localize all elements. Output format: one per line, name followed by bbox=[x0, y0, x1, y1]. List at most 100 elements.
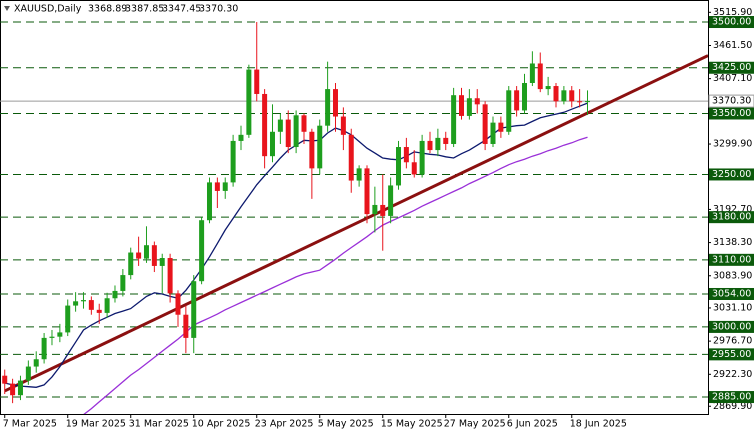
candle-body bbox=[553, 86, 559, 102]
candle-body bbox=[522, 82, 528, 111]
candle-body bbox=[238, 134, 244, 141]
level-label: 2955.00 bbox=[712, 349, 751, 360]
candle-body bbox=[41, 337, 47, 360]
candle-body bbox=[25, 366, 31, 381]
y-tick-label: 3192.70 bbox=[713, 204, 752, 215]
x-tick-label: 6 Jun 2025 bbox=[507, 419, 558, 430]
header-open: 3368.89 bbox=[88, 4, 127, 15]
candle-body bbox=[262, 93, 268, 157]
plot-area bbox=[0, 21, 708, 414]
y-tick-label: 3138.30 bbox=[713, 237, 752, 248]
header-low: 3347.45 bbox=[162, 4, 201, 15]
level-tag bbox=[709, 391, 754, 404]
candle-body bbox=[474, 98, 480, 105]
plot-frame bbox=[0, 0, 709, 415]
candle-body bbox=[577, 101, 583, 103]
candle-body bbox=[191, 281, 197, 338]
x-tick-label: 5 May 2025 bbox=[318, 419, 374, 430]
candle-body bbox=[364, 168, 370, 215]
level-tag bbox=[709, 348, 754, 361]
level-tag bbox=[709, 107, 754, 120]
candle-body bbox=[128, 252, 134, 276]
candle-body bbox=[585, 101, 591, 103]
candle-body bbox=[285, 119, 291, 148]
candle-body bbox=[569, 90, 575, 102]
moving-average bbox=[83, 136, 588, 414]
candle-body bbox=[403, 147, 409, 163]
candle-body bbox=[175, 293, 181, 315]
x-tick-label: 7 Mar 2025 bbox=[3, 419, 57, 430]
level-tag bbox=[709, 320, 754, 333]
y-tick-label: 3299.90 bbox=[713, 139, 752, 150]
candle-body bbox=[88, 300, 94, 310]
candle-body bbox=[120, 275, 126, 291]
candle-body bbox=[380, 204, 386, 216]
candle-body bbox=[2, 375, 8, 384]
header-icon bbox=[4, 6, 10, 11]
candle-body bbox=[199, 220, 205, 282]
candle-body bbox=[356, 168, 362, 181]
candle-body bbox=[246, 69, 252, 135]
level-tag bbox=[709, 287, 754, 300]
candle-body bbox=[309, 131, 315, 169]
candle-body bbox=[458, 95, 464, 116]
x-tick-label: 27 May 2025 bbox=[444, 419, 506, 430]
candle-body bbox=[561, 90, 567, 102]
level-label: 3250.00 bbox=[712, 169, 751, 180]
candle-body bbox=[104, 298, 110, 313]
current-price-tag bbox=[708, 94, 754, 108]
y-tick-label: 3083.90 bbox=[713, 270, 752, 281]
level-label: 3000.00 bbox=[712, 321, 751, 332]
candle-body bbox=[277, 119, 283, 132]
candle-body bbox=[545, 86, 551, 90]
candle-body bbox=[490, 122, 496, 144]
candle-body bbox=[33, 359, 39, 367]
candle-body bbox=[498, 122, 504, 132]
header-high: 3387.85 bbox=[125, 4, 164, 15]
level-tag bbox=[709, 168, 754, 181]
candle-body bbox=[388, 185, 394, 216]
candle-body bbox=[151, 245, 157, 266]
header-close: 3370.30 bbox=[199, 4, 238, 15]
y-tick-label: 3515.90 bbox=[713, 7, 752, 18]
candle-body bbox=[80, 300, 86, 302]
candle-body bbox=[340, 116, 346, 135]
candle-body bbox=[10, 383, 16, 396]
symbol: XAUUSD,Daily bbox=[14, 4, 82, 15]
x-tick-label: 31 Mar 2025 bbox=[129, 419, 189, 430]
candle-body bbox=[372, 204, 378, 215]
candle-body bbox=[96, 309, 102, 313]
candle-body bbox=[395, 147, 401, 186]
level-label: 2885.00 bbox=[712, 392, 751, 403]
candle-body bbox=[506, 90, 512, 132]
candle-body bbox=[230, 140, 236, 183]
candle-body bbox=[183, 314, 189, 338]
candle-body bbox=[435, 137, 441, 151]
candle-body bbox=[529, 63, 535, 83]
candle-body bbox=[443, 137, 449, 144]
candle-body bbox=[466, 98, 472, 116]
level-tag bbox=[709, 16, 754, 29]
candle-body bbox=[254, 69, 260, 94]
header: XAUUSD,Daily 3368.89 3387.85 3347.45 337… bbox=[4, 4, 238, 15]
x-tick-label: 18 Jun 2025 bbox=[570, 419, 627, 430]
candle-body bbox=[451, 95, 457, 144]
candle-body bbox=[112, 290, 118, 299]
candle-body bbox=[159, 258, 165, 266]
candle-body bbox=[514, 90, 520, 111]
x-tick-label: 19 Mar 2025 bbox=[66, 419, 126, 430]
y-tick-label: 2869.90 bbox=[713, 401, 752, 412]
level-tag bbox=[709, 253, 754, 266]
candle-body bbox=[143, 245, 149, 259]
y-tick-label: 3461.50 bbox=[713, 40, 752, 51]
candle-body bbox=[419, 140, 425, 175]
level-label: 3500.00 bbox=[712, 17, 751, 28]
candle-body bbox=[332, 89, 338, 117]
candle-body bbox=[167, 258, 173, 294]
level-label: 3110.00 bbox=[712, 254, 751, 265]
candle-body bbox=[17, 380, 23, 396]
current-price-label: 3370.30 bbox=[712, 96, 751, 107]
candle-body bbox=[73, 301, 79, 306]
candle-body bbox=[482, 104, 488, 144]
